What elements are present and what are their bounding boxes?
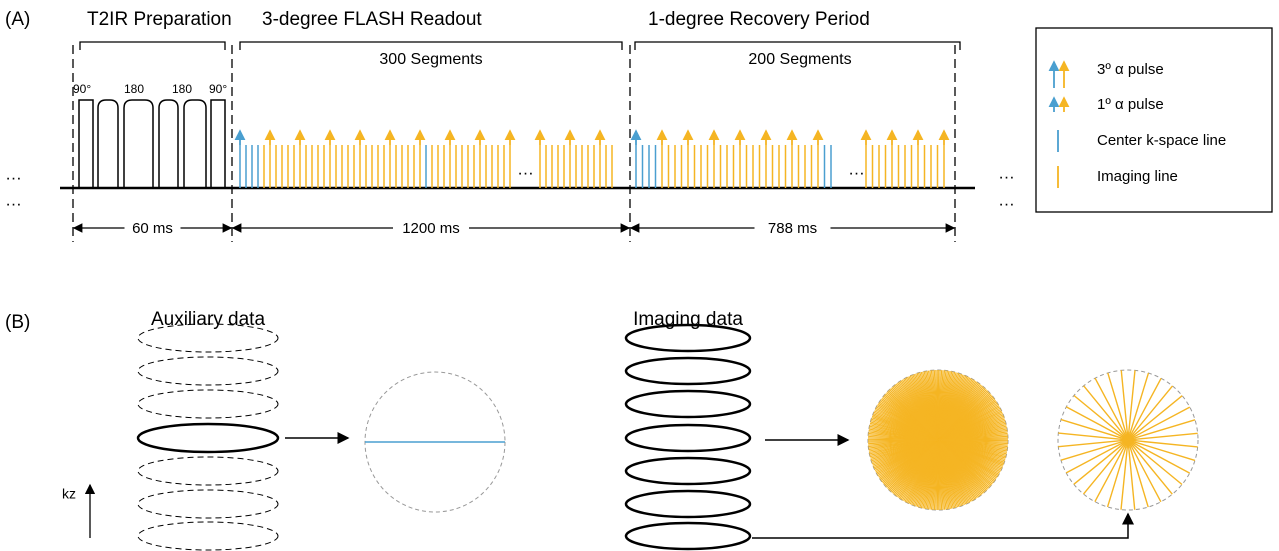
pulse xyxy=(124,100,153,188)
figure: (A) T2IR Preparation 3-degree FLASH Readou… xyxy=(0,0,1279,551)
aux-ellipse xyxy=(138,390,278,418)
label: 60 ms xyxy=(132,220,173,237)
label: 3º α pulse xyxy=(1097,61,1164,78)
pulse xyxy=(79,100,93,188)
img-ellipse xyxy=(626,491,750,517)
pulse xyxy=(159,100,178,188)
label: … xyxy=(517,159,534,178)
label: (A) xyxy=(5,9,30,30)
label: 788 ms xyxy=(768,220,817,237)
aux-ellipse xyxy=(138,457,278,485)
label: 1200 ms xyxy=(402,220,460,237)
label: 1º α pulse xyxy=(1097,96,1164,113)
label: Center k-space line xyxy=(1097,132,1226,149)
bracket xyxy=(240,42,622,50)
label: … xyxy=(5,164,22,183)
aux-ellipse xyxy=(138,357,278,385)
label: 90° xyxy=(209,82,227,96)
img-ellipse xyxy=(626,425,750,451)
aux-ellipse xyxy=(138,522,278,550)
label: Imaging line xyxy=(1097,168,1178,185)
img-ellipse xyxy=(626,358,750,384)
img-ellipse xyxy=(626,391,750,417)
pulse xyxy=(211,100,225,188)
label: … xyxy=(998,163,1015,182)
aux-ellipse xyxy=(138,424,278,452)
label: 1-degree Recovery Period xyxy=(648,9,870,30)
arrow xyxy=(752,514,1128,538)
label: … xyxy=(998,190,1015,209)
bracket xyxy=(635,42,960,50)
pulse xyxy=(184,100,206,188)
label: 180 xyxy=(172,82,192,96)
label: 200 Segments xyxy=(748,51,851,68)
label: … xyxy=(5,190,22,209)
label: … xyxy=(848,159,865,178)
aux-ellipse xyxy=(138,490,278,518)
bracket xyxy=(80,42,225,50)
label: 3-degree FLASH Readout xyxy=(262,9,482,30)
pulse xyxy=(98,100,118,188)
img-ellipse xyxy=(626,523,750,549)
img-ellipse xyxy=(626,458,750,484)
label: (B) xyxy=(5,312,30,333)
label: 180 xyxy=(124,82,144,96)
label: kz xyxy=(62,486,76,502)
label: 90° xyxy=(73,82,91,96)
label: 300 Segments xyxy=(379,51,482,68)
label: T2IR Preparation xyxy=(87,9,232,30)
